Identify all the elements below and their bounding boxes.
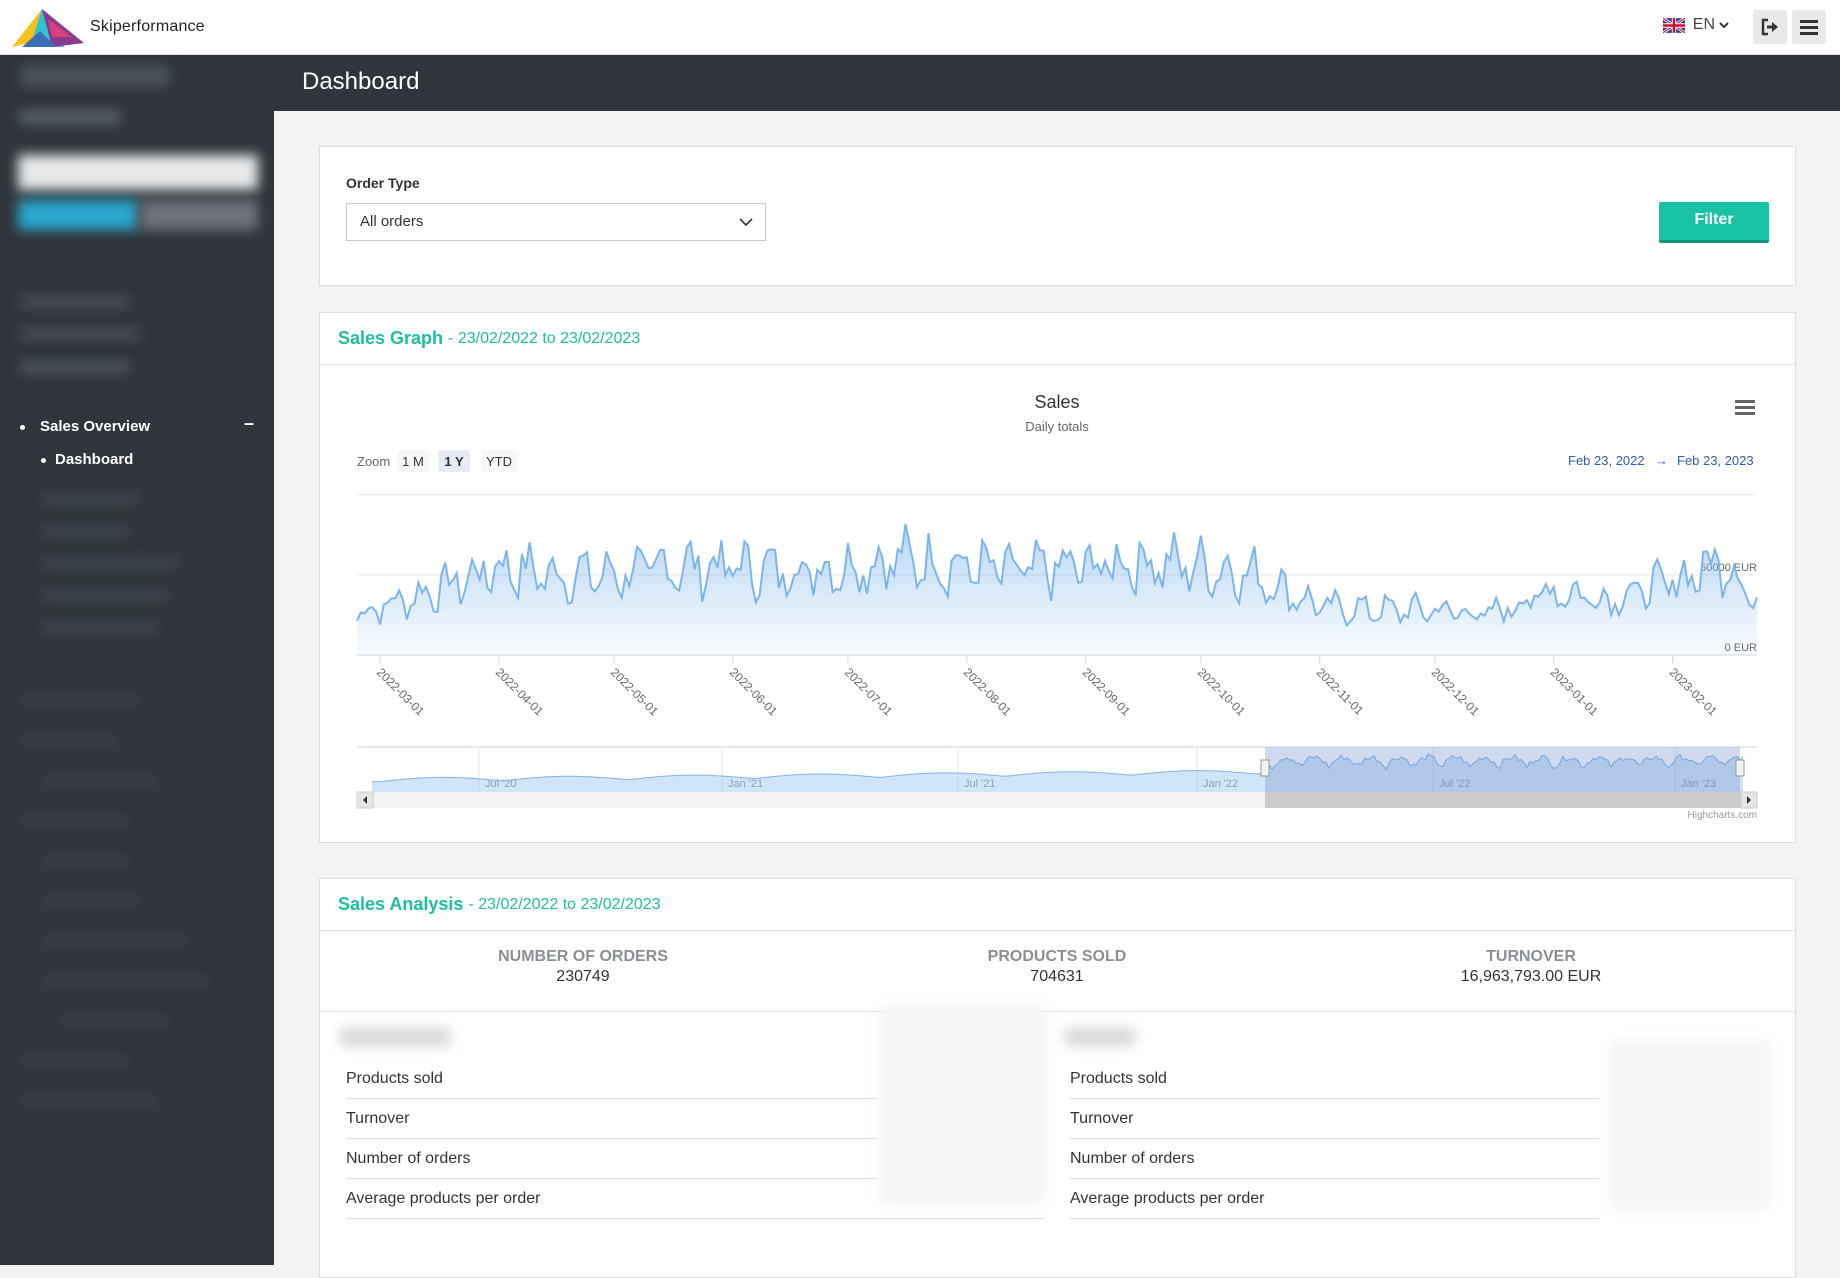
sidebar-blurred-button-2: [140, 200, 258, 230]
brand-logo[interactable]: Skiperformance: [12, 6, 205, 48]
blurred-header: [1065, 1028, 1135, 1046]
blurred-values: [880, 1005, 1045, 1205]
stat-value: 16,963,793.00 EUR: [1460, 968, 1602, 985]
stat-label: PRODUCTS SOLD: [987, 948, 1127, 965]
sales-analysis-range: - 23/02/2022 to 23/02/2023: [468, 895, 661, 913]
sidebar-blurred-item: [20, 1095, 160, 1107]
table-row: Number of orders: [1070, 1139, 1599, 1179]
table-row: Products sold: [1070, 1059, 1599, 1099]
order-type-select[interactable]: All orders: [346, 203, 766, 241]
sidebar: Sales Overview – Dashboard: [0, 55, 274, 1265]
blurred-values: [1610, 1040, 1770, 1210]
sidebar-blurred-item: [20, 295, 130, 309]
table-row: Products sold: [346, 1059, 878, 1099]
chevron-down-icon: [739, 204, 753, 254]
sidebar-blurred-item: [20, 815, 130, 827]
collapse-icon[interactable]: –: [244, 413, 255, 433]
table-row: Average products per order: [1070, 1179, 1599, 1219]
table-row: Turnover: [1070, 1099, 1599, 1139]
sidebar-blurred-item: [60, 1015, 170, 1027]
logout-button[interactable]: [1753, 10, 1787, 44]
bullet-icon: [41, 458, 46, 463]
sidebar-blurred-item: [40, 621, 160, 633]
table-row: Number of orders: [346, 1139, 878, 1179]
sidebar-blurred-item: [20, 1055, 130, 1067]
sidebar-blurred-item: [40, 557, 180, 569]
logout-icon: [1761, 18, 1778, 36]
sidebar-blurred-label: [20, 110, 120, 124]
blurred-header: [340, 1028, 450, 1046]
page-title: Dashboard: [302, 68, 420, 95]
sales-analysis-title: Sales Analysis: [338, 894, 464, 914]
sidebar-item-dashboard[interactable]: Dashboard: [55, 451, 134, 468]
stat-value: 230749: [556, 968, 610, 985]
table-row: Turnover: [346, 1099, 878, 1139]
menu-toggle-button[interactable]: [1792, 10, 1826, 44]
sales-analysis-card: Sales Analysis - 23/02/2022 to 23/02/202…: [319, 878, 1796, 1278]
table-row: Average products per order: [346, 1179, 1044, 1219]
bullet-icon: [20, 425, 25, 430]
sidebar-blurred-item: [20, 327, 140, 341]
stat-label: NUMBER OF ORDERS: [498, 948, 668, 965]
stat-label: TURNOVER: [1486, 948, 1576, 965]
sidebar-blurred-item: [20, 695, 140, 707]
sidebar-blurred-item: [20, 735, 120, 747]
sidebar-blurred-item: [40, 895, 140, 907]
sidebar-item-sales-overview[interactable]: Sales Overview: [40, 418, 151, 435]
sidebar-blurred-item: [40, 975, 210, 987]
stat-products: PRODUCTS SOLD 704631: [907, 948, 1207, 986]
sales-graph-card: Sales Graph - 23/02/2022 to 23/02/2023: [319, 312, 1796, 843]
sales-graph-range: - 23/02/2022 to 23/02/2023: [448, 329, 641, 347]
brand-name: Skiperformance: [90, 18, 205, 35]
sidebar-blurred-item: [40, 525, 130, 537]
sales-analysis-header: Sales Analysis - 23/02/2022 to 23/02/202…: [320, 879, 1795, 931]
language-selector[interactable]: EN: [1662, 16, 1729, 34]
sales-graph-title: Sales Graph: [338, 328, 444, 348]
sidebar-blurred-item: [40, 589, 170, 601]
sidebar-blurred-user: [20, 65, 170, 87]
stat-turnover: TURNOVER 16,963,793.00 EUR: [1381, 948, 1681, 986]
hamburger-icon: [1800, 20, 1818, 35]
divider: [320, 1011, 1795, 1012]
order-type-value: All orders: [360, 213, 424, 230]
sales-graph-header: Sales Graph - 23/02/2022 to 23/02/2023: [320, 313, 1795, 365]
order-type-label: Order Type: [346, 175, 420, 191]
stat-value: 704631: [1030, 968, 1084, 985]
stat-orders: NUMBER OF ORDERS 230749: [433, 948, 733, 986]
sidebar-blurred-item: [40, 775, 160, 787]
language-code: EN: [1692, 16, 1715, 33]
page-header: Dashboard: [274, 55, 1840, 111]
sidebar-blurred-item: [40, 855, 130, 867]
filter-button[interactable]: Filter: [1659, 202, 1769, 243]
logo-icon: [12, 9, 84, 47]
sidebar-blurred-item: [40, 493, 140, 505]
sidebar-blurred-item: [40, 935, 190, 947]
top-navbar: Skiperformance EN: [0, 0, 1840, 55]
sidebar-blurred-item: [20, 360, 130, 374]
sidebar-blurred-search: [18, 155, 258, 190]
sidebar-blurred-button: [18, 200, 138, 230]
uk-flag-icon: [1662, 17, 1685, 33]
chevron-down-icon: [1719, 18, 1729, 32]
